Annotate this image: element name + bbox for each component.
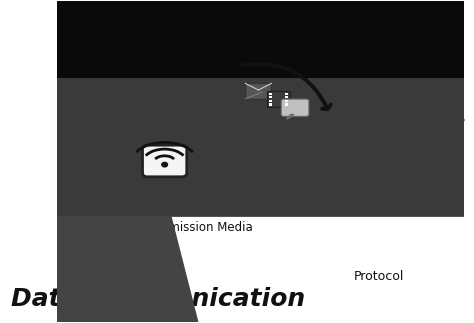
- FancyBboxPatch shape: [0, 0, 474, 33]
- FancyBboxPatch shape: [281, 99, 309, 116]
- Ellipse shape: [168, 178, 200, 194]
- FancyBboxPatch shape: [0, 56, 474, 171]
- FancyBboxPatch shape: [246, 83, 272, 99]
- Ellipse shape: [165, 176, 197, 192]
- Text: Protocol: Protocol: [78, 36, 128, 49]
- Ellipse shape: [173, 182, 204, 198]
- FancyBboxPatch shape: [0, 101, 474, 216]
- Text: Sender: Sender: [65, 218, 126, 233]
- Circle shape: [162, 162, 167, 167]
- FancyBboxPatch shape: [0, 0, 474, 216]
- FancyBboxPatch shape: [143, 145, 187, 177]
- Text: Data Communication: Data Communication: [11, 287, 306, 311]
- FancyBboxPatch shape: [285, 100, 289, 102]
- FancyBboxPatch shape: [269, 96, 272, 98]
- FancyBboxPatch shape: [285, 103, 289, 106]
- Polygon shape: [287, 114, 294, 119]
- Ellipse shape: [171, 181, 203, 197]
- FancyBboxPatch shape: [269, 93, 272, 95]
- Text: Receiver: Receiver: [391, 116, 465, 130]
- FancyBboxPatch shape: [285, 93, 289, 95]
- FancyBboxPatch shape: [267, 91, 290, 107]
- Ellipse shape: [166, 177, 198, 193]
- FancyBboxPatch shape: [187, 194, 196, 198]
- Text: Transmission Media: Transmission Media: [137, 221, 253, 234]
- Ellipse shape: [169, 180, 201, 196]
- Text: Messages: Messages: [346, 59, 408, 72]
- Text: Protocol: Protocol: [354, 270, 404, 283]
- FancyBboxPatch shape: [269, 103, 272, 106]
- Polygon shape: [0, 216, 244, 323]
- FancyBboxPatch shape: [285, 96, 289, 98]
- FancyBboxPatch shape: [269, 100, 272, 102]
- FancyBboxPatch shape: [0, 0, 474, 171]
- FancyBboxPatch shape: [0, 0, 474, 78]
